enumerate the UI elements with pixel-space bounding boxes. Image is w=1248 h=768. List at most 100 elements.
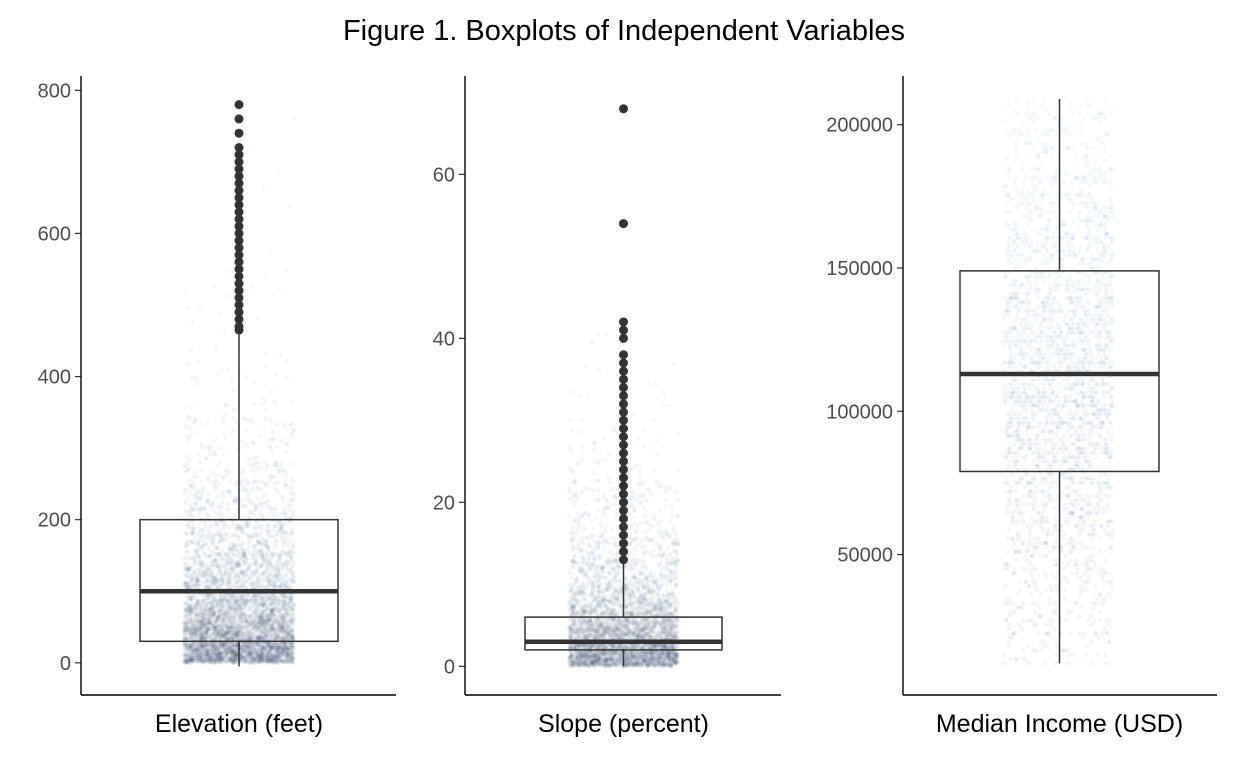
jitter-point <box>229 623 235 629</box>
jitter-point <box>229 546 234 551</box>
jitter-point <box>207 649 213 655</box>
jitter-point <box>207 655 212 660</box>
jitter-point <box>235 622 240 627</box>
jitter-point <box>183 616 188 621</box>
jitter-point <box>194 375 199 381</box>
jitter-point <box>224 636 230 641</box>
jitter-point <box>202 536 207 541</box>
jitter-point <box>201 507 207 513</box>
jitter-point <box>216 611 221 616</box>
jitter-point <box>263 569 268 574</box>
jitter-point <box>243 649 248 654</box>
jitter-point <box>184 653 189 658</box>
jitter-point <box>235 561 240 566</box>
jitter-point <box>197 526 202 531</box>
jitter-point <box>230 649 236 654</box>
jitter-point <box>221 642 226 647</box>
jitter-point <box>260 506 265 511</box>
jitter-point <box>249 555 255 561</box>
jitter-point <box>262 618 268 623</box>
jitter-point <box>260 536 265 541</box>
jitter-point <box>197 628 202 633</box>
jitter-point <box>274 444 279 449</box>
jitter-point <box>258 595 263 601</box>
jitter-point <box>270 645 275 651</box>
jitter-point <box>289 633 294 638</box>
jitter-point <box>260 555 265 561</box>
jitter-point <box>188 643 193 648</box>
jitter-point <box>230 660 236 665</box>
jitter-point <box>209 505 215 511</box>
jitter-point <box>267 628 272 633</box>
jitter-point <box>238 607 244 612</box>
jitter-point <box>234 648 240 653</box>
jitter-point <box>193 629 198 635</box>
jitter-point <box>244 557 249 563</box>
jitter-point <box>232 565 238 570</box>
jitter-point <box>183 574 189 579</box>
jitter-point <box>184 555 190 560</box>
jitter-point <box>219 652 224 657</box>
jitter-point <box>251 602 256 608</box>
jitter-point <box>257 502 263 507</box>
jitter-point <box>289 502 294 507</box>
jitter-point <box>239 541 244 546</box>
jitter-point <box>272 524 277 529</box>
jitter-point <box>236 628 241 633</box>
jitter-point <box>203 650 208 655</box>
jitter-point <box>275 660 280 665</box>
jitter-point <box>225 562 231 567</box>
jitter-point <box>239 605 244 610</box>
jitter-point <box>189 653 194 658</box>
jitter-point <box>191 485 196 490</box>
jitter-point <box>268 417 274 422</box>
jitter-point <box>217 632 222 638</box>
jitter-point <box>262 365 268 370</box>
jitter-point <box>245 660 251 665</box>
jitter-point <box>231 388 236 394</box>
jitter-point <box>191 602 197 607</box>
jitter-point <box>221 555 227 560</box>
jitter-point <box>291 612 296 617</box>
jitter-point <box>262 623 268 628</box>
jitter-point <box>197 572 202 578</box>
jitter-point <box>255 654 260 659</box>
jitter-point <box>263 400 268 405</box>
jitter-point <box>257 541 262 546</box>
jitter-point <box>220 656 225 662</box>
jitter-point <box>184 453 189 459</box>
jitter-point <box>279 534 284 540</box>
jitter-point <box>256 578 261 584</box>
jitter-point <box>198 612 203 617</box>
jitter-point <box>278 526 283 531</box>
jitter-point <box>289 485 295 490</box>
jitter-point <box>187 612 192 617</box>
jitter-point <box>231 650 236 655</box>
jitter-point <box>224 623 229 629</box>
jitter-point <box>278 510 284 516</box>
jitter-point <box>212 627 217 632</box>
jitter-point <box>235 542 240 547</box>
jitter-point <box>214 513 220 518</box>
jitter-point <box>241 582 247 587</box>
jitter-point <box>277 528 283 534</box>
jitter-point <box>251 579 256 584</box>
jitter-point <box>246 609 251 614</box>
jitter-point <box>281 646 286 651</box>
jitter-point <box>197 654 203 659</box>
jitter-point <box>235 580 241 585</box>
jitter-point <box>206 584 211 589</box>
jitter-point <box>222 596 227 601</box>
jitter-point <box>253 380 258 386</box>
jitter-point <box>283 650 289 655</box>
jitter-point <box>246 479 251 485</box>
jitter-point <box>246 630 251 636</box>
jitter-point <box>238 524 243 529</box>
jitter-point <box>217 460 223 465</box>
jitter-point <box>280 622 285 628</box>
jitter-point <box>225 531 230 536</box>
jitter-point <box>247 574 252 580</box>
jitter-point <box>255 581 260 586</box>
jitter-point <box>227 293 232 299</box>
